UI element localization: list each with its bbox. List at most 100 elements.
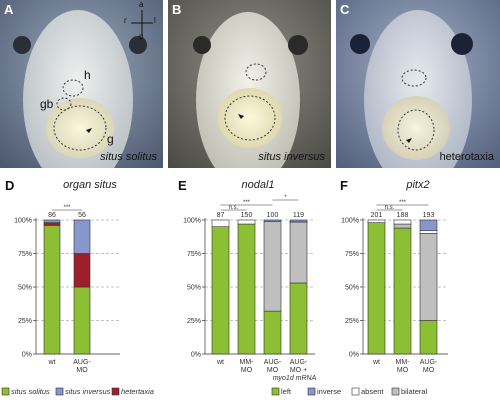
- category-label-e-1-0: MM-: [240, 359, 255, 366]
- chart-title-f: pitx2: [406, 179, 430, 191]
- category-label-f-0-0: wt: [372, 359, 380, 366]
- n-label-f-2: 193: [423, 212, 435, 219]
- caption-situs-inversus: situs inversus: [258, 151, 325, 163]
- sig-label-f-0: n.s.: [385, 205, 395, 211]
- bar-e-0-absent: [211, 219, 230, 227]
- bar-f-1-left: [393, 227, 412, 355]
- category-label-e-3-0: AUG-: [290, 359, 308, 366]
- ytick-label-e-0: 0%: [191, 352, 201, 359]
- ytick-label-e-4: 100%: [183, 218, 201, 225]
- panel-label-b: B: [172, 2, 182, 17]
- ytick-label-f-4: 100%: [341, 218, 359, 225]
- sig-label-e-1: ***: [243, 200, 251, 206]
- sig-label-f-1: ***: [399, 200, 407, 206]
- ytick-label-d-1: 25%: [18, 318, 32, 325]
- chart-title-d: organ situs: [63, 179, 117, 191]
- legend-label-d-2: hetertaxia: [121, 387, 154, 396]
- category-label-d-1-1: MO: [76, 367, 88, 374]
- photo-panel-b: B situs inversus: [168, 0, 331, 168]
- embryo-image-b: [168, 0, 331, 168]
- category-label-f-1-1: MO: [397, 367, 409, 374]
- bar-e-1-left: [237, 223, 256, 355]
- bar-e-1-absent: [237, 219, 256, 225]
- bar-e-3-left: [289, 282, 308, 355]
- legend-label-d-0: situs solitus: [11, 387, 50, 396]
- n-label-d-1: 56: [78, 212, 86, 219]
- legend-swatch-ef-1: [307, 387, 316, 396]
- legend-label-ef-1: inverse: [317, 387, 341, 396]
- bar-e-3-bilateral: [289, 222, 308, 284]
- bar-d-0-situs-inversus: [43, 219, 61, 223]
- ytick-label-f-3: 75%: [345, 251, 359, 258]
- sig-label-e-2: *: [284, 195, 287, 201]
- photo-panel-c: C heterotaxia: [336, 0, 500, 168]
- legend-label-ef-2: absent: [361, 387, 384, 396]
- category-label-d-0-0: wt: [48, 359, 56, 366]
- category-label-f-1-0: MM-: [396, 359, 411, 366]
- bar-f-1-bilateral: [393, 223, 412, 229]
- ytick-label-e-3: 75%: [187, 251, 201, 258]
- caption-situs-solitus: situs solitus: [100, 151, 157, 163]
- sig-label-e-0: n.s.: [229, 205, 239, 211]
- chart-title-e: nodal1: [241, 179, 275, 191]
- category-label-d-1-0: AUG-: [73, 359, 91, 366]
- legend-label-d-1: situs inversus: [65, 387, 111, 396]
- n-label-e-0: 87: [217, 212, 225, 219]
- ytick-label-f-0: 0%: [349, 352, 359, 359]
- bar-f-0-left: [367, 222, 386, 355]
- legend-label-ef-0: left: [281, 387, 292, 396]
- panel-label-d: D: [5, 178, 15, 193]
- ytick-label-f-2: 50%: [345, 285, 359, 292]
- annotation-h: h: [84, 68, 91, 82]
- n-label-f-1: 188: [397, 212, 409, 219]
- axis-r-label: r: [124, 16, 127, 25]
- bar-f-0-absent: [367, 219, 386, 223]
- category-label-e-0-0: wt: [216, 359, 224, 366]
- embryo-image-a: [0, 0, 163, 168]
- bar-e-2-inverse: [263, 219, 282, 222]
- bar-d-1-heterotaxia: [73, 253, 91, 288]
- n-label-e-3: 119: [293, 212, 304, 219]
- bar-e-3-inverse: [289, 219, 308, 222]
- axis-compass-icon: [131, 10, 153, 36]
- bar-f-1-absent: [393, 219, 412, 225]
- category-label-e-2-1: MO: [267, 367, 279, 374]
- axis-p-label: p: [139, 32, 144, 41]
- category-label-e-1-1: MO: [241, 367, 253, 374]
- bar-f-2-inverse: [419, 219, 438, 232]
- category-label-e-2-0: AUG-: [264, 359, 282, 366]
- n-label-d-0: 86: [48, 212, 56, 219]
- bar-d-1-situs-solitus: [73, 286, 91, 355]
- panel-label-a: A: [4, 2, 14, 17]
- n-label-f-0: 201: [371, 212, 383, 219]
- n-label-e-1: 150: [241, 212, 253, 219]
- axis-a-label: a: [139, 0, 144, 9]
- ytick-label-d-4: 100%: [14, 218, 32, 225]
- bar-d-0-heterotaxia: [43, 222, 61, 226]
- category-label-e-3-1: MO +: [290, 367, 307, 374]
- panel-label-f: F: [340, 178, 348, 193]
- photo-panel-a: A situs solitus h gb g a p r l: [0, 0, 163, 168]
- legend-swatch-ef-3: [391, 387, 400, 396]
- bar-f-2-bilateral: [419, 233, 438, 321]
- ytick-label-f-1: 25%: [345, 318, 359, 325]
- legend-swatch-ef-0: [271, 387, 280, 396]
- legend-swatch-d-0: [1, 387, 10, 396]
- annotation-g: g: [107, 132, 114, 146]
- ytick-label-d-0: 0%: [22, 352, 32, 359]
- bar-e-0-left: [211, 226, 230, 355]
- axis-l-label: l: [154, 16, 156, 25]
- annotation-gb: gb: [40, 97, 54, 111]
- ytick-label-d-2: 50%: [18, 285, 32, 292]
- bar-f-2-left: [419, 320, 438, 355]
- bar-e-2-bilateral: [263, 221, 282, 312]
- ytick-label-e-1: 25%: [187, 318, 201, 325]
- ytick-label-e-2: 50%: [187, 285, 201, 292]
- caption-heterotaxia: heterotaxia: [439, 151, 494, 163]
- legend-label-ef-3: bilateral: [401, 387, 428, 396]
- bar-e-2-left: [263, 310, 282, 355]
- sig-label-d-0: ***: [63, 205, 71, 211]
- legend-swatch-d-2: [111, 387, 120, 396]
- ytick-label-d-3: 75%: [18, 251, 32, 258]
